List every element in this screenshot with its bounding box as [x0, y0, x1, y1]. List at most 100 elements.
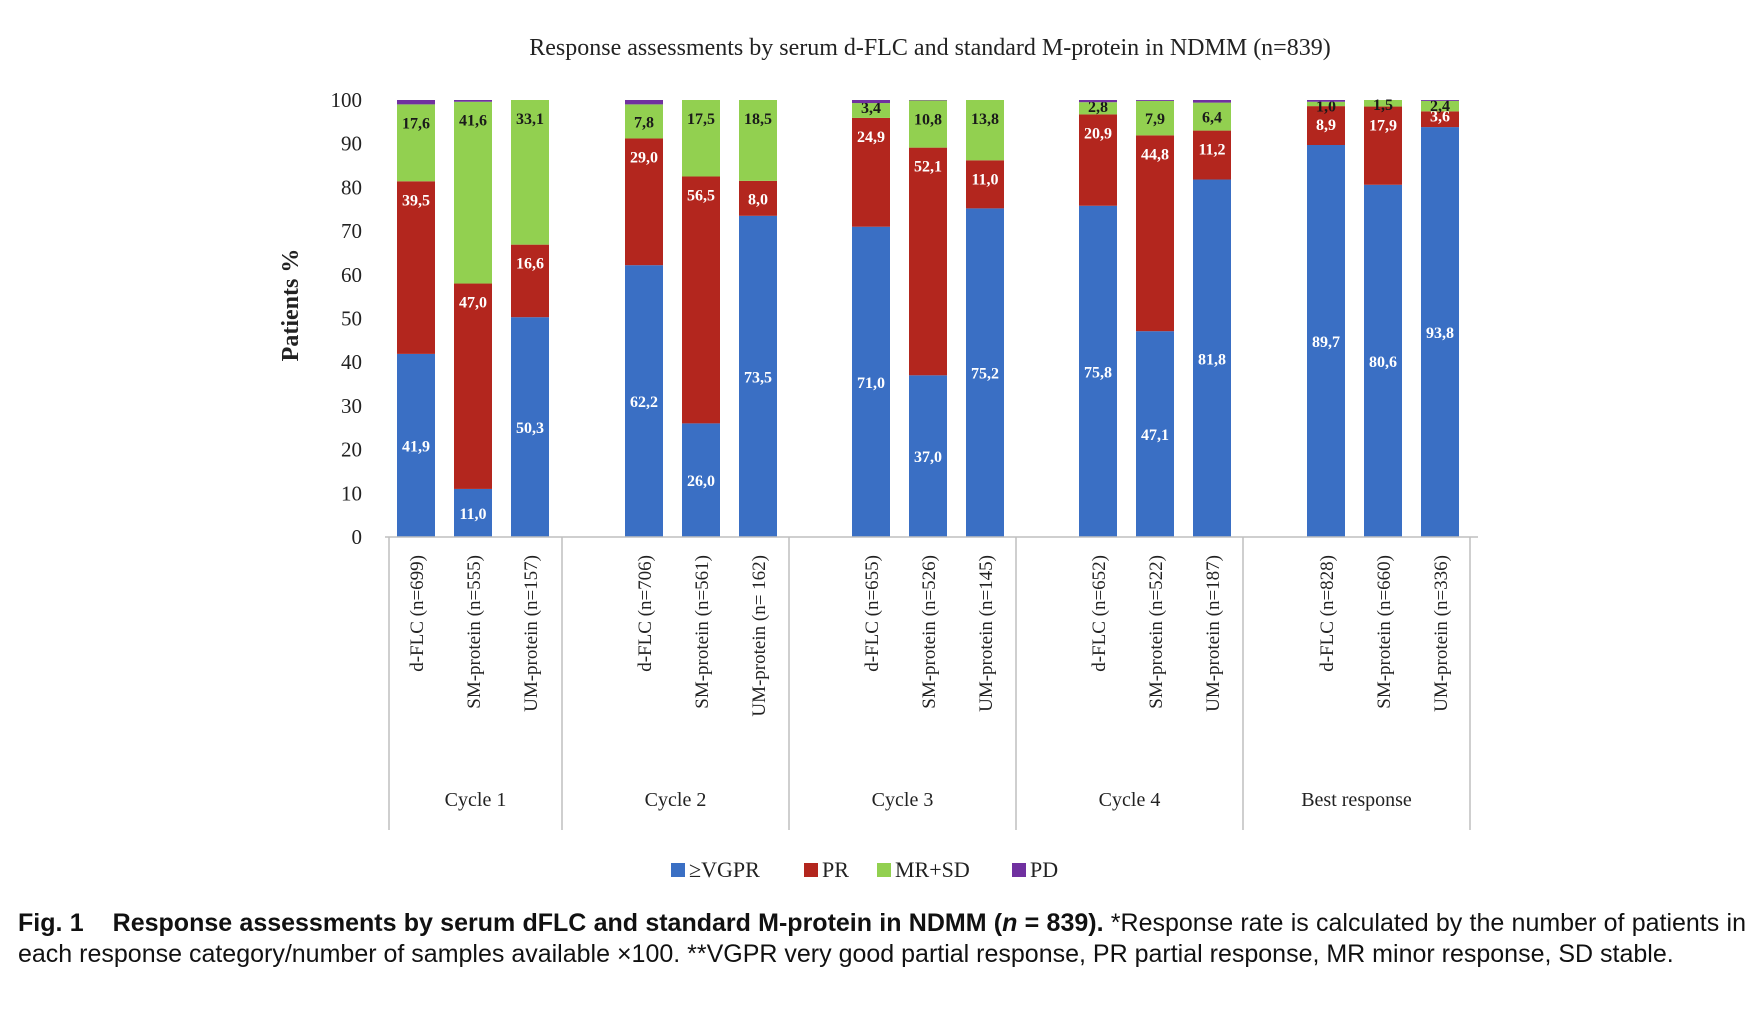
caption-heading: Response assessments by serum dFLC and s… [113, 909, 1104, 937]
data-label: 11,0 [459, 506, 486, 523]
data-label: 20,9 [1084, 125, 1112, 142]
data-label: 10,8 [914, 111, 942, 128]
x-tick-label: UM-protein (n=336) [1431, 555, 1452, 712]
x-tick-label: SM-protein (n=526) [919, 555, 940, 709]
data-label: 17,5 [687, 111, 715, 128]
data-label: 47,0 [459, 295, 487, 312]
data-label: 71,0 [857, 375, 885, 392]
data-label: 80,6 [1369, 354, 1397, 371]
bar-segment [966, 160, 1004, 209]
bar-segment [625, 104, 663, 139]
bar-segment [511, 317, 549, 537]
bar-segment [852, 100, 890, 104]
legend-label: MR+SD [895, 857, 970, 882]
data-label: 50,3 [516, 420, 544, 437]
bar-segment [1136, 331, 1174, 537]
y-tick-label: 10 [341, 481, 362, 505]
y-tick-label: 90 [341, 132, 362, 156]
y-tick-label: 60 [341, 263, 362, 287]
data-label: 41,9 [402, 438, 430, 455]
data-label: 16,6 [516, 256, 544, 273]
x-tick-label: d-FLC (n=699) [407, 555, 428, 672]
data-label: 75,2 [971, 366, 999, 383]
bar-segment [1421, 100, 1459, 101]
data-label: 26,0 [687, 473, 715, 490]
group-label: Cycle 4 [1099, 789, 1161, 811]
y-axis-title: Patients % [278, 249, 304, 362]
y-tick-label: 0 [352, 525, 363, 549]
chart-title: Response assessments by serum d-FLC and … [529, 35, 1330, 61]
bar-segment [682, 423, 720, 537]
bar-segment [739, 180, 777, 216]
bar-segment [852, 226, 890, 538]
bar-segment [1136, 100, 1174, 136]
bar-segment [511, 244, 549, 318]
data-label: 37,0 [914, 449, 942, 466]
figure-caption: Fig. 1 Response assessments by serum dFL… [18, 908, 1746, 970]
bar-segment [1421, 111, 1459, 128]
data-label: 89,7 [1312, 334, 1340, 351]
data-label: 52,1 [914, 159, 942, 176]
bar-segment [682, 100, 720, 177]
legend-label: PD [1030, 857, 1058, 882]
data-label: 11,2 [1198, 142, 1225, 159]
data-label: 29,0 [630, 149, 658, 166]
legend-label: ≥VGPR [689, 857, 760, 882]
legend-swatch [877, 863, 891, 877]
x-tick-label: UM-protein (n=157) [521, 555, 542, 712]
x-tick-label: d-FLC (n=828) [1317, 555, 1338, 672]
caption-heading-start: Response assessments by serum dFLC and s… [112, 909, 1003, 937]
plot-area: 41,9 39,5 17,6 11,0 47,0 41,6 50,3 16,6 33,1 62,2… [397, 97, 1459, 538]
x-tick-label: d-FLC (n=706) [635, 555, 656, 672]
y-tick-label: 50 [341, 307, 362, 331]
data-label: 8,9 [1316, 117, 1336, 134]
bar-segment [852, 117, 890, 227]
bar-segment [1079, 100, 1117, 103]
data-label: 2,4 [1430, 98, 1450, 115]
x-tick-label: SM-protein (n=522) [1146, 555, 1167, 709]
bar-segment [1136, 135, 1174, 332]
data-label: 7,8 [634, 114, 654, 131]
data-label: 11,0 [971, 171, 998, 188]
bar-segment [909, 375, 947, 537]
bar-segment [1193, 130, 1231, 180]
data-label: 75,8 [1084, 364, 1112, 381]
data-label: 17,6 [402, 115, 430, 132]
bar-segment [1079, 114, 1117, 206]
x-tick-label: UM-protein (n=145) [976, 555, 997, 712]
bar-segment [1193, 179, 1231, 537]
y-tick-label: 40 [341, 350, 362, 374]
legend: ≥VGPR PR MR+SD PD [671, 857, 1058, 882]
data-label: 3,6 [1430, 108, 1450, 125]
bar-segment [909, 100, 947, 148]
bar-segment [625, 265, 663, 537]
y-axis: 0 10 20 30 40 50 60 70 80 90 100 [331, 88, 363, 549]
bar-segment [739, 215, 777, 537]
figure-label: Fig. 1 [18, 909, 84, 937]
y-tick-label: 20 [341, 438, 362, 462]
bar-segment [682, 176, 720, 424]
data-label: 44,8 [1141, 146, 1169, 163]
caption-heading-end: = 839). [1017, 909, 1104, 937]
y-tick-label: 30 [341, 394, 362, 418]
bar-segment [454, 101, 492, 284]
bar-segment [1079, 205, 1117, 537]
group-label: Cycle 1 [445, 789, 507, 811]
bar-segment [397, 181, 435, 354]
bar-segment [625, 100, 663, 105]
bar-segment [511, 100, 549, 245]
caption-body: *Response rate is calculated by the numb… [18, 909, 1746, 968]
bar-segment [966, 208, 1004, 537]
data-label: 73,5 [744, 369, 772, 386]
data-label: 8,0 [748, 191, 768, 208]
x-tick-label: UM-protein (n=187) [1203, 555, 1224, 712]
bar-segment [909, 147, 947, 376]
bar-segment [1193, 102, 1231, 131]
bar-segment [1307, 145, 1345, 538]
x-tick-label: UM-protein (n= 162) [749, 555, 770, 717]
data-label: 56,5 [687, 187, 715, 204]
data-label: 24,9 [857, 129, 885, 146]
x-tick-label: d-FLC (n=655) [862, 555, 883, 672]
bar-segment [397, 353, 435, 537]
